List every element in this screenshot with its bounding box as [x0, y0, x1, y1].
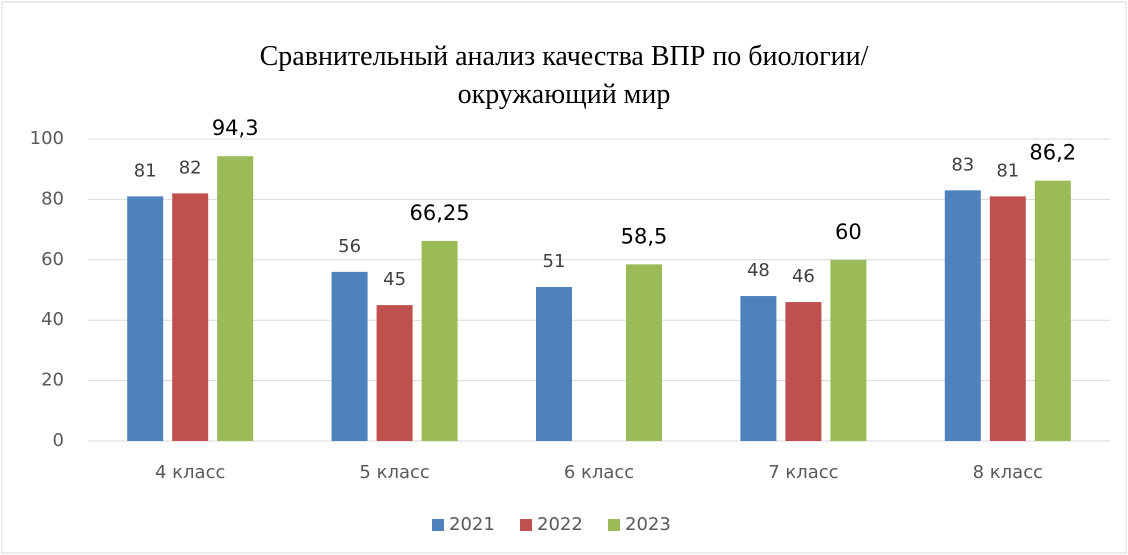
data-label: 48: [747, 260, 770, 281]
bar: [989, 196, 1026, 441]
data-label: 83: [951, 154, 974, 175]
bar: [127, 196, 164, 441]
data-label: 58,5: [621, 224, 668, 248]
data-label: 66,25: [410, 201, 470, 225]
y-tick-label: 100: [30, 128, 64, 149]
data-label: 45: [383, 269, 406, 290]
x-tick-label: 4 класс: [155, 462, 225, 483]
chart-title: Сравнительный анализ качества ВПР по био…: [259, 41, 869, 110]
bar: [830, 259, 867, 441]
y-tick-label: 80: [41, 188, 64, 209]
x-tick-label: 7 класс: [768, 462, 838, 483]
y-tick-label: 0: [53, 430, 64, 451]
x-tick-label: 6 класс: [564, 462, 634, 483]
data-label: 60: [835, 220, 862, 244]
data-label: 51: [543, 251, 566, 272]
bar: [1034, 180, 1071, 441]
y-tick-label: 40: [41, 309, 64, 330]
bar: [785, 302, 822, 441]
legend-label: 2022: [537, 514, 583, 535]
legend-label: 2023: [625, 514, 671, 535]
bar: [944, 190, 981, 441]
data-label: 81: [996, 160, 1019, 181]
bar: [740, 296, 777, 441]
data-label: 81: [134, 160, 157, 181]
y-tick-label: 20: [41, 370, 64, 391]
x-tick-label: 5 класс: [359, 462, 429, 483]
data-label: 86,2: [1029, 141, 1076, 165]
data-label: 56: [338, 236, 361, 257]
bar: [172, 193, 209, 441]
bar: [421, 240, 458, 441]
legend-swatch: [520, 519, 532, 531]
x-tick-label: 8 класс: [973, 462, 1043, 483]
bar: [626, 264, 662, 441]
legend-swatch: [608, 519, 620, 531]
bar: [331, 271, 368, 441]
bar: [536, 286, 572, 441]
bar: [217, 156, 254, 442]
data-label: 46: [792, 266, 815, 287]
data-label: 94,3: [212, 116, 259, 140]
bar: [376, 305, 413, 441]
data-label: 82: [179, 157, 202, 178]
legend-swatch: [432, 519, 444, 531]
y-tick-label: 60: [41, 249, 64, 270]
legend-label: 2021: [449, 514, 495, 535]
